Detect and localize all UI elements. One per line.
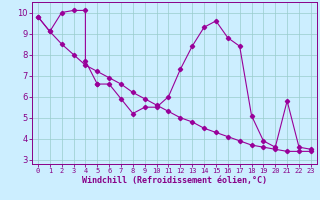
X-axis label: Windchill (Refroidissement éolien,°C): Windchill (Refroidissement éolien,°C)	[82, 176, 267, 185]
